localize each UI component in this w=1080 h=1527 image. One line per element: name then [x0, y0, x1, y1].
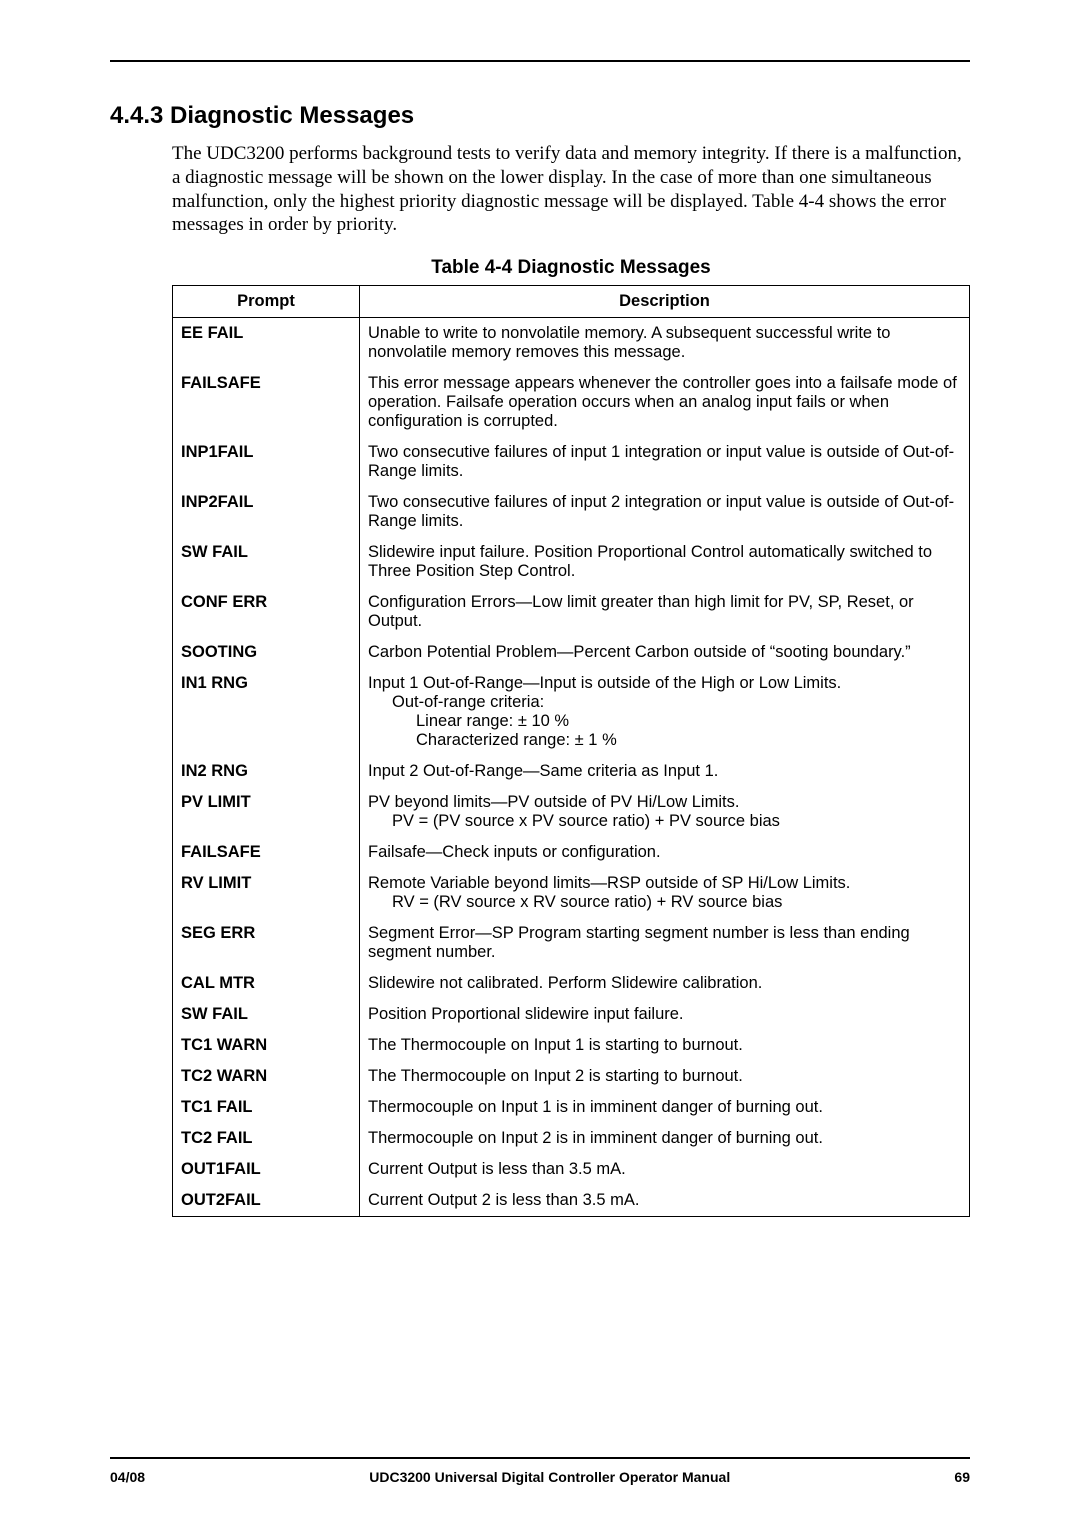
footer-row: 04/08 UDC3200 Universal Digital Controll… — [110, 1469, 970, 1485]
description-cell: This error message appears whenever the … — [360, 368, 970, 437]
table-row: SOOTINGCarbon Potential Problem—Percent … — [173, 637, 970, 668]
description-cell: Configuration Errors—Low limit greater t… — [360, 587, 970, 637]
prompt-cell: TC1 WARN — [173, 1030, 360, 1061]
table-body: EE FAILUnable to write to nonvolatile me… — [173, 318, 970, 1217]
description-cell: Remote Variable beyond limits—RSP outsid… — [360, 868, 970, 918]
prompt-cell: OUT2FAIL — [173, 1185, 360, 1217]
diagnostic-table: Prompt Description EE FAILUnable to writ… — [172, 285, 970, 1217]
description-cell: Two consecutive failures of input 2 inte… — [360, 487, 970, 537]
prompt-cell: TC2 FAIL — [173, 1123, 360, 1154]
column-header-description: Description — [360, 286, 970, 318]
prompt-cell: OUT1FAIL — [173, 1154, 360, 1185]
table-row: EE FAILUnable to write to nonvolatile me… — [173, 318, 970, 369]
table-row: OUT1FAILCurrent Output is less than 3.5 … — [173, 1154, 970, 1185]
table-row: TC2 WARNThe Thermocouple on Input 2 is s… — [173, 1061, 970, 1092]
prompt-cell: IN1 RNG — [173, 668, 360, 756]
table-row: FAILSAFEThis error message appears whene… — [173, 368, 970, 437]
description-cell: Carbon Potential Problem—Percent Carbon … — [360, 637, 970, 668]
description-cell: Thermocouple on Input 1 is in imminent d… — [360, 1092, 970, 1123]
table-row: TC1 FAILThermocouple on Input 1 is in im… — [173, 1092, 970, 1123]
prompt-cell: FAILSAFE — [173, 837, 360, 868]
prompt-cell: SW FAIL — [173, 537, 360, 587]
prompt-cell: PV LIMIT — [173, 787, 360, 837]
prompt-cell: IN2 RNG — [173, 756, 360, 787]
table-header-row: Prompt Description — [173, 286, 970, 318]
footer-page-number: 69 — [954, 1469, 970, 1485]
description-cell: Two consecutive failures of input 1 inte… — [360, 437, 970, 487]
table-row: SEG ERRSegment Error—SP Program starting… — [173, 918, 970, 968]
prompt-cell: TC1 FAIL — [173, 1092, 360, 1123]
description-cell: PV beyond limits—PV outside of PV Hi/Low… — [360, 787, 970, 837]
table-row: OUT2FAILCurrent Output 2 is less than 3.… — [173, 1185, 970, 1217]
description-cell: Input 1 Out-of-Range—Input is outside of… — [360, 668, 970, 756]
description-cell: Slidewire input failure. Position Propor… — [360, 537, 970, 587]
description-cell: Input 2 Out-of-Range—Same criteria as In… — [360, 756, 970, 787]
table-row: SW FAILSlidewire input failure. Position… — [173, 537, 970, 587]
prompt-cell: SW FAIL — [173, 999, 360, 1030]
table-row: PV LIMITPV beyond limits—PV outside of P… — [173, 787, 970, 837]
description-cell: Segment Error—SP Program starting segmen… — [360, 918, 970, 968]
prompt-cell: SOOTING — [173, 637, 360, 668]
prompt-cell: EE FAIL — [173, 318, 360, 369]
section-heading: 4.4.3 Diagnostic Messages — [110, 102, 970, 130]
table-row: CONF ERRConfiguration Errors—Low limit g… — [173, 587, 970, 637]
prompt-cell: FAILSAFE — [173, 368, 360, 437]
description-cell: Current Output 2 is less than 3.5 mA. — [360, 1185, 970, 1217]
table-row: INP2FAILTwo consecutive failures of inpu… — [173, 487, 970, 537]
intro-paragraph: The UDC3200 performs background tests to… — [172, 142, 970, 237]
table-row: TC2 FAILThermocouple on Input 2 is in im… — [173, 1123, 970, 1154]
table-row: IN2 RNGInput 2 Out-of-Range—Same criteri… — [173, 756, 970, 787]
table-row: INP1FAILTwo consecutive failures of inpu… — [173, 437, 970, 487]
page: 4.4.3 Diagnostic Messages The UDC3200 pe… — [0, 0, 1080, 1527]
prompt-cell: RV LIMIT — [173, 868, 360, 918]
footer-rule — [110, 1457, 970, 1459]
description-cell: Current Output is less than 3.5 mA. — [360, 1154, 970, 1185]
table-caption: Table 4-4 Diagnostic Messages — [172, 257, 970, 279]
prompt-cell: TC2 WARN — [173, 1061, 360, 1092]
table-row: RV LIMITRemote Variable beyond limits—RS… — [173, 868, 970, 918]
column-header-prompt: Prompt — [173, 286, 360, 318]
footer-date: 04/08 — [110, 1469, 145, 1485]
description-cell: The Thermocouple on Input 2 is starting … — [360, 1061, 970, 1092]
description-cell: The Thermocouple on Input 1 is starting … — [360, 1030, 970, 1061]
table-row: FAILSAFEFailsafe—Check inputs or configu… — [173, 837, 970, 868]
description-cell: Position Proportional slidewire input fa… — [360, 999, 970, 1030]
footer-title: UDC3200 Universal Digital Controller Ope… — [369, 1469, 730, 1485]
prompt-cell: INP1FAIL — [173, 437, 360, 487]
table-row: SW FAILPosition Proportional slidewire i… — [173, 999, 970, 1030]
prompt-cell: INP2FAIL — [173, 487, 360, 537]
table-row: IN1 RNGInput 1 Out-of-Range—Input is out… — [173, 668, 970, 756]
page-footer: 04/08 UDC3200 Universal Digital Controll… — [110, 1457, 970, 1485]
table-row: CAL MTRSlidewire not calibrated. Perform… — [173, 968, 970, 999]
top-rule — [110, 60, 970, 62]
description-cell: Slidewire not calibrated. Perform Slidew… — [360, 968, 970, 999]
description-cell: Failsafe—Check inputs or configuration. — [360, 837, 970, 868]
prompt-cell: CONF ERR — [173, 587, 360, 637]
prompt-cell: SEG ERR — [173, 918, 360, 968]
prompt-cell: CAL MTR — [173, 968, 360, 999]
table-row: TC1 WARNThe Thermocouple on Input 1 is s… — [173, 1030, 970, 1061]
description-cell: Thermocouple on Input 2 is in imminent d… — [360, 1123, 970, 1154]
description-cell: Unable to write to nonvolatile memory. A… — [360, 318, 970, 369]
